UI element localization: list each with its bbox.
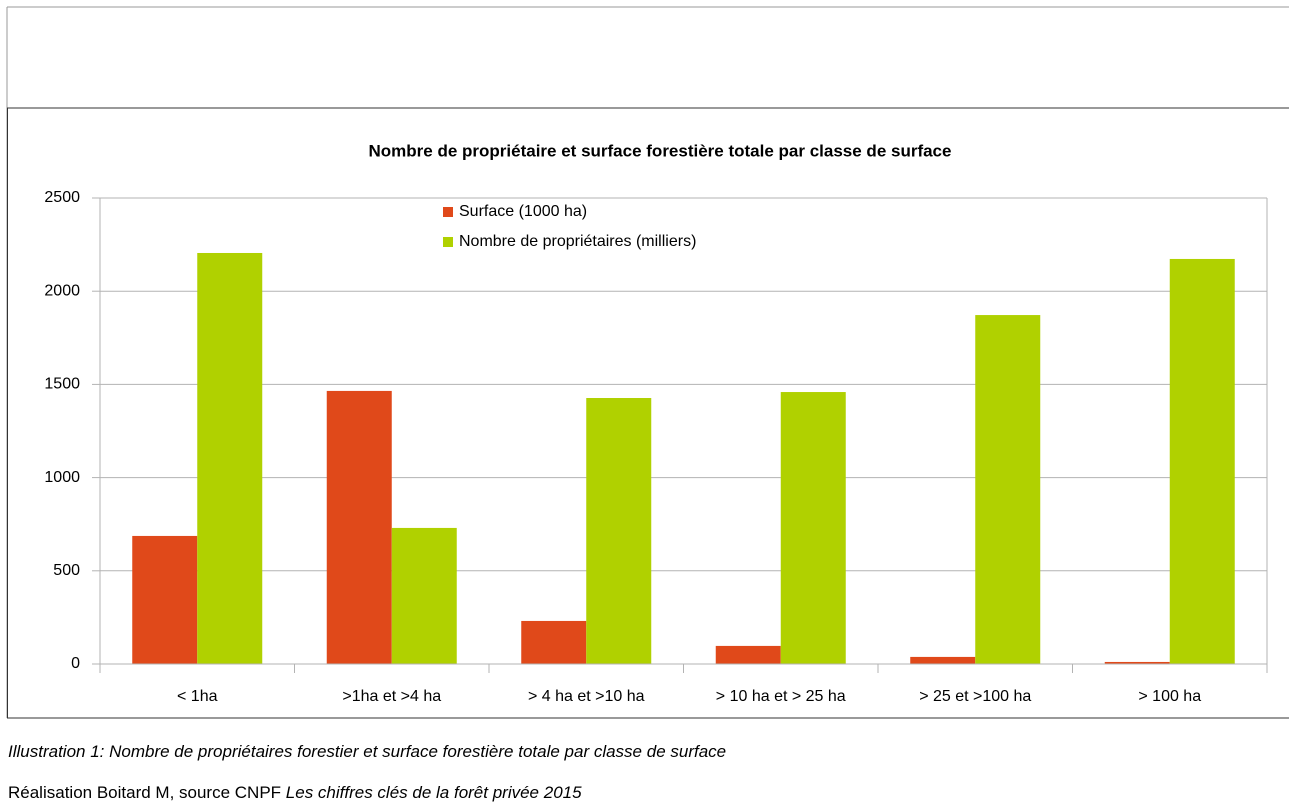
legend-swatch bbox=[443, 237, 453, 247]
legend-swatch bbox=[443, 207, 453, 217]
y-tick-label: 1500 bbox=[44, 376, 80, 393]
bar bbox=[780, 392, 846, 664]
y-tick-label: 500 bbox=[53, 562, 80, 579]
legend-item: Surface (1000 ha) bbox=[459, 203, 588, 220]
bar bbox=[1169, 258, 1235, 664]
bar bbox=[586, 398, 652, 664]
bar bbox=[132, 535, 198, 664]
bar bbox=[910, 656, 976, 664]
y-tick-label: 0 bbox=[71, 655, 80, 672]
chart-title: Nombre de propriétaire et surface forest… bbox=[369, 141, 952, 160]
bar bbox=[715, 645, 781, 664]
bar bbox=[1104, 661, 1170, 664]
x-tick-label: > 10 ha et > 25 ha bbox=[716, 688, 846, 705]
x-tick-label: > 4 ha et >10 ha bbox=[528, 688, 645, 705]
source-title: Les chiffres clés de la forêt privée 201… bbox=[285, 783, 582, 802]
y-tick-label: 2000 bbox=[44, 282, 80, 299]
y-tick-label: 1000 bbox=[44, 469, 80, 486]
bar bbox=[391, 527, 457, 664]
bar bbox=[975, 315, 1041, 664]
x-tick-label: > 25 et >100 ha bbox=[919, 688, 1031, 705]
chart: Nombre de propriétaire et surface forest… bbox=[6, 6, 1289, 719]
legend-item: Nombre de propriétaires (milliers) bbox=[459, 233, 697, 250]
legend-label: Surface (1000 ha) bbox=[459, 203, 588, 220]
bar bbox=[197, 252, 263, 664]
x-tick-label: < 1ha bbox=[177, 688, 218, 705]
source-prefix: Réalisation Boitard M, source CNPF bbox=[8, 783, 282, 802]
source: Réalisation Boitard M, source CNPF Les c… bbox=[8, 783, 582, 803]
bar bbox=[326, 390, 392, 664]
caption: Illustration 1: Nombre de propriétaires … bbox=[8, 742, 727, 761]
y-tick-label: 2500 bbox=[44, 189, 80, 206]
x-tick-label: >1ha et >4 ha bbox=[342, 688, 441, 705]
legend-label: Nombre de propriétaires (milliers) bbox=[459, 233, 697, 250]
bar bbox=[521, 620, 587, 664]
x-tick-label: > 100 ha bbox=[1138, 688, 1201, 705]
